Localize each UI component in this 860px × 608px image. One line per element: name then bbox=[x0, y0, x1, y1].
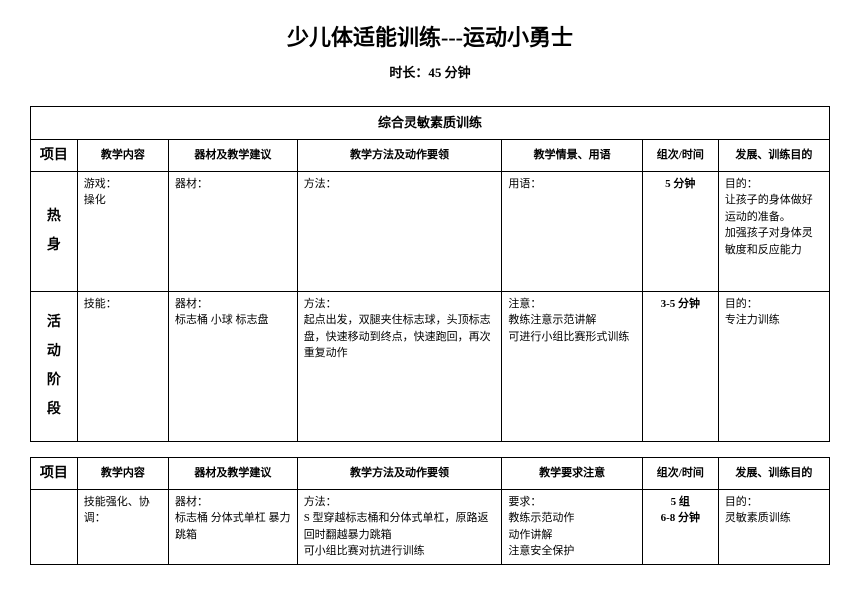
cell-time: 5 组 6-8 分钟 bbox=[642, 489, 718, 564]
cell-time: 3-5 分钟 bbox=[642, 291, 718, 441]
header-method: 教学方法及动作要领 bbox=[297, 139, 502, 171]
header-goal: 发展、训练目的 bbox=[718, 457, 829, 489]
table-row: 活动阶段 技能： 器材： 标志桶 小球 标志盘 方法： 起点出发，双腿夹住标志球… bbox=[31, 291, 830, 441]
cell-equipment: 器材： 标志桶 小球 标志盘 bbox=[169, 291, 298, 441]
cell-method: 方法： S 型穿越标志桶和分体式单杠，原路返回时翻越暴力跳箱 可小组比赛对抗进行… bbox=[297, 489, 502, 564]
cell-context: 用语： bbox=[502, 171, 642, 291]
cell-method: 方法： bbox=[297, 171, 502, 291]
training-table-1: 综合灵敏素质训练 项目 教学内容 器材及教学建议 教学方法及动作要领 教学情景、… bbox=[30, 106, 830, 442]
phase-activity: 活动阶段 bbox=[31, 291, 78, 441]
cell-equipment: 器材： 标志桶 分体式单杠 暴力跳箱 bbox=[169, 489, 298, 564]
cell-context: 要求： 教练示范动作 动作讲解 注意安全保护 bbox=[502, 489, 642, 564]
header-content: 教学内容 bbox=[77, 139, 168, 171]
header-project: 项目 bbox=[31, 139, 78, 171]
header-equipment: 器材及教学建议 bbox=[169, 139, 298, 171]
table-row: 热身 游戏： 操化 器材： 方法： 用语： 5 分钟 目的： 让孩子的身体做好运… bbox=[31, 171, 830, 291]
cell-content: 技能： bbox=[77, 291, 168, 441]
cell-time: 5 分钟 bbox=[642, 171, 718, 291]
cell-goal: 目的： 灵敏素质训练 bbox=[718, 489, 829, 564]
cell-goal: 目的： 让孩子的身体做好运动的准备。 加强孩子对身体灵敏度和反应能力 bbox=[718, 171, 829, 291]
page-title: 少儿体适能训练---运动小勇士 bbox=[30, 20, 830, 52]
cell-content: 游戏： 操化 bbox=[77, 171, 168, 291]
header-context: 教学情景、用语 bbox=[502, 139, 642, 171]
cell-method: 方法： 起点出发，双腿夹住标志球，头顶标志盘，快速移动到终点，快速跑回，再次重复… bbox=[297, 291, 502, 441]
table-row: 技能强化、协调： 器材： 标志桶 分体式单杠 暴力跳箱 方法： S 型穿越标志桶… bbox=[31, 489, 830, 564]
training-table-2: 项目 教学内容 器材及教学建议 教学方法及动作要领 教学要求注意 组次/时间 发… bbox=[30, 457, 830, 565]
header-goal: 发展、训练目的 bbox=[718, 139, 829, 171]
table-header-row: 项目 教学内容 器材及教学建议 教学方法及动作要领 教学情景、用语 组次/时间 … bbox=[31, 139, 830, 171]
header-time: 组次/时间 bbox=[642, 139, 718, 171]
page-subtitle: 时长：45 分钟 bbox=[30, 62, 830, 81]
header-content: 教学内容 bbox=[77, 457, 168, 489]
header-project: 项目 bbox=[31, 457, 78, 489]
phase-warmup: 热身 bbox=[31, 171, 78, 291]
table-header-row: 项目 教学内容 器材及教学建议 教学方法及动作要领 教学要求注意 组次/时间 发… bbox=[31, 457, 830, 489]
section-title: 综合灵敏素质训练 bbox=[31, 107, 830, 140]
header-context: 教学要求注意 bbox=[502, 457, 642, 489]
phase-empty bbox=[31, 489, 78, 564]
cell-context: 注意： 教练注意示范讲解 可进行小组比赛形式训练 bbox=[502, 291, 642, 441]
cell-equipment: 器材： bbox=[169, 171, 298, 291]
header-equipment: 器材及教学建议 bbox=[169, 457, 298, 489]
cell-content: 技能强化、协调： bbox=[77, 489, 168, 564]
header-time: 组次/时间 bbox=[642, 457, 718, 489]
cell-goal: 目的： 专注力训练 bbox=[718, 291, 829, 441]
header-method: 教学方法及动作要领 bbox=[297, 457, 502, 489]
